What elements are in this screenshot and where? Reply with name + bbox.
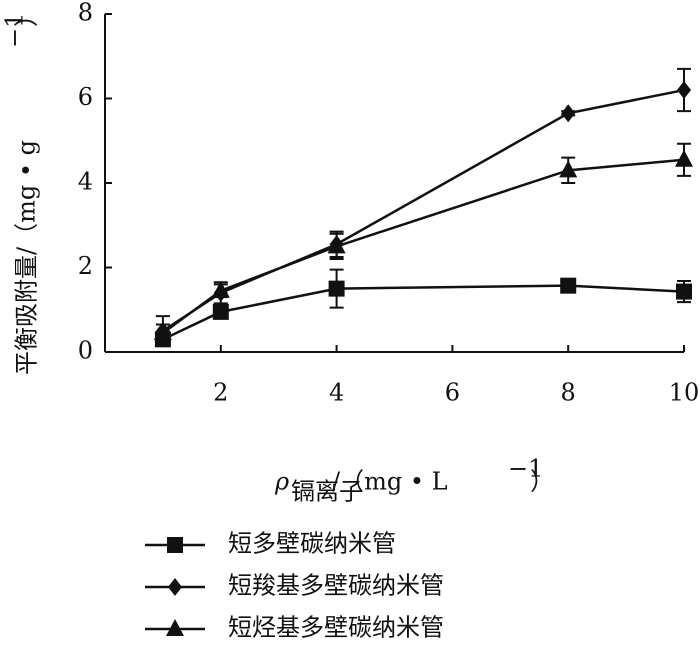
- marker: [677, 81, 691, 100]
- marker: [211, 280, 230, 298]
- x-label-exponent: −1: [508, 455, 543, 483]
- y-label-exponent: −1: [1, 13, 29, 48]
- marker: [327, 236, 346, 254]
- x-tick-label: 2: [213, 379, 228, 407]
- legend-marker: [167, 537, 183, 553]
- x-label-subscript: 镉离子: [291, 478, 363, 506]
- x-label-unit: /（mg • L: [332, 468, 448, 496]
- x-tick-label: 8: [561, 379, 576, 407]
- x-tick-label: 6: [445, 379, 460, 407]
- y-tick-label: 8: [78, 0, 93, 27]
- marker: [328, 280, 345, 297]
- y-tick-label: 4: [78, 168, 93, 196]
- y-label-close: ）: [13, 3, 41, 27]
- x-axis-label: ρ 镉离子 /（mg • L −1 ）: [274, 455, 554, 506]
- x-tick-label: 10: [669, 379, 700, 407]
- marker: [212, 303, 229, 320]
- y-tick-label: 2: [78, 252, 93, 280]
- x-label-symbol: ρ: [274, 468, 289, 496]
- y-tick-label: 0: [78, 337, 93, 365]
- series-line: [162, 88, 685, 332]
- legend-marker: [168, 578, 182, 596]
- legend-label: 短多壁碳纳米管: [228, 530, 396, 558]
- x-tick-label: 4: [329, 379, 344, 407]
- legend-marker: [166, 619, 184, 636]
- marker: [559, 160, 578, 178]
- y-axis-label: 平衡吸附量/（mg • g −1 ）: [1, 3, 41, 375]
- marker: [561, 104, 576, 123]
- legend-label: 短烃基多壁碳纳米管: [228, 614, 444, 642]
- x-label-close: ）: [530, 468, 554, 496]
- marker: [675, 149, 693, 167]
- legend-label: 短羧基多壁碳纳米管: [228, 572, 444, 600]
- y-tick-label: 6: [78, 83, 93, 111]
- series-line: [162, 284, 685, 341]
- y-label-text: 平衡吸附量/（mg • g: [13, 140, 41, 375]
- marker: [560, 277, 577, 294]
- marker: [153, 322, 172, 340]
- marker: [676, 283, 692, 300]
